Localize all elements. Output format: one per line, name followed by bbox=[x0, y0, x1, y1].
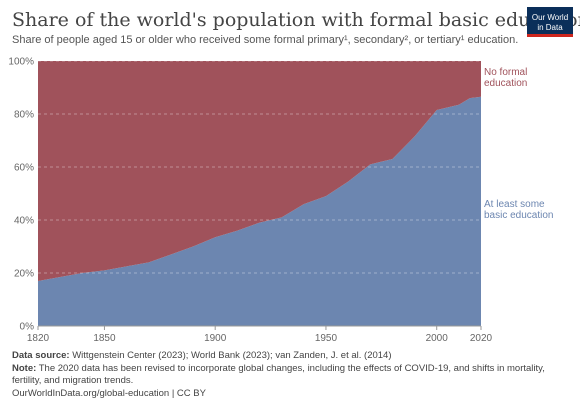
series-label-line: At least some bbox=[484, 199, 545, 210]
x-tick-label: 1820 bbox=[27, 333, 50, 344]
y-tick-label: 20% bbox=[14, 269, 34, 280]
area-series-1 bbox=[38, 96, 481, 327]
y-tick-label: 60% bbox=[14, 163, 34, 174]
x-tick-label: 1950 bbox=[315, 333, 338, 344]
owid-logo[interactable]: Our World in Data bbox=[527, 7, 573, 37]
x-tick-label: 1900 bbox=[204, 333, 227, 344]
note-label: Note: bbox=[12, 362, 37, 374]
note-line: Note: The 2020 data has been revised to … bbox=[12, 363, 572, 388]
y-tick-label: 80% bbox=[14, 110, 34, 121]
chart-footer: Data source: Wittgenstein Center (2023);… bbox=[12, 350, 572, 400]
y-tick-label: 100% bbox=[8, 57, 34, 68]
x-tick-label: 1850 bbox=[93, 333, 116, 344]
chart-subtitle: Share of people aged 15 or older who rec… bbox=[12, 34, 519, 46]
x-tick-label: 2000 bbox=[426, 333, 449, 344]
area-series-2 bbox=[38, 61, 481, 281]
chart-title: Share of the world's population with for… bbox=[12, 9, 580, 31]
logo-text-line1: Our World bbox=[531, 13, 569, 22]
series-label: No formal education bbox=[484, 67, 527, 89]
logo-accent-bar bbox=[527, 34, 573, 37]
y-tick-label: 40% bbox=[14, 216, 34, 227]
series-label-line: basic education bbox=[484, 210, 554, 221]
x-tick-label: 2020 bbox=[470, 333, 493, 344]
series-label-line: education bbox=[484, 78, 527, 89]
source-line: Data source: Wittgenstein Center (2023);… bbox=[12, 350, 572, 363]
source-text: Wittgenstein Center (2023); World Bank (… bbox=[69, 350, 392, 361]
series-label: At least some basic education bbox=[484, 199, 554, 221]
series-label-line: No formal bbox=[484, 67, 527, 78]
url-line[interactable]: OurWorldInData.org/global-education | CC… bbox=[12, 387, 206, 399]
note-text: The 2020 data has been revised to incorp… bbox=[12, 362, 545, 387]
source-label: Data source: bbox=[12, 350, 70, 361]
y-tick-label: 0% bbox=[20, 322, 35, 333]
area-chart: 0% 20% 40% 60% 80% 100% 1820 1850 1900 1950 2000 20… bbox=[8, 57, 554, 345]
logo-text-line2: in Data bbox=[537, 22, 563, 32]
